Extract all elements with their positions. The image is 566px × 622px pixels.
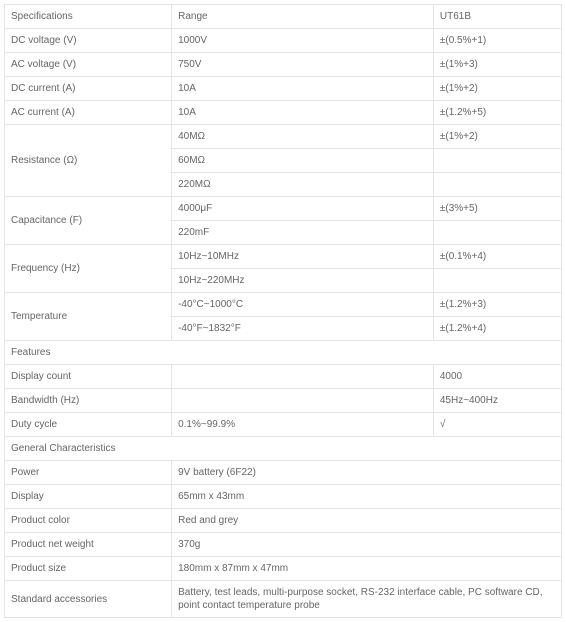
spec-name: Capacitance (F) [5,197,172,245]
feature-model: 45Hz~400Hz [433,389,561,413]
general-name: Display [5,485,172,509]
table-row: SpecificationsRangeUT61B [5,5,562,29]
spec-range: 220MΩ [172,173,434,197]
spec-range: 220mF [172,221,434,245]
feature-name: Bandwidth (Hz) [5,389,172,413]
feature-value [172,365,434,389]
table-row: General Characteristics [5,437,562,461]
spec-range: 1000V [172,29,434,53]
table-row: DC current (A)10A±(1%+2) [5,77,562,101]
general-name: Standard accessories [5,581,172,618]
spec-range: 750V [172,53,434,77]
spec-accuracy [433,269,561,293]
table-row: Product size180mm x 87mm x 47mm [5,557,562,581]
table-row: Display count 4000 [5,365,562,389]
spec-range: 10A [172,77,434,101]
general-name: Product size [5,557,172,581]
spec-accuracy: ±(1.2%+3) [433,293,561,317]
spec-accuracy [433,221,561,245]
table-row: Duty cycle0.1%~99.9%√ [5,413,562,437]
spec-range: 40MΩ [172,125,434,149]
general-value: 9V battery (6F22) [172,461,562,485]
spec-range: 4000μF [172,197,434,221]
table-row: AC current (A)10A±(1.2%+5) [5,101,562,125]
spec-range: 10A [172,101,434,125]
spec-accuracy: ±(1.2%+4) [433,317,561,341]
spec-accuracy: ±(1.2%+5) [433,101,561,125]
spec-accuracy [433,149,561,173]
spec-range: 10Hz~10MHz [172,245,434,269]
header-spec: Specifications [5,5,172,29]
spec-name: DC voltage (V) [5,29,172,53]
spec-range: -40°C~1000°C [172,293,434,317]
table-row: AC voltage (V)750V±(1%+3) [5,53,562,77]
section-features: Features [5,341,562,365]
table-row: Product net weight370g [5,533,562,557]
spec-name: Temperature [5,293,172,341]
general-value: Battery, test leads, multi-purpose socke… [172,581,562,618]
spec-name: Resistance (Ω) [5,125,172,197]
table-row: Bandwidth (Hz) 45Hz~400Hz [5,389,562,413]
feature-model: √ [433,413,561,437]
header-model: UT61B [433,5,561,29]
general-value: 65mm x 43mm [172,485,562,509]
table-row: Temperature-40°C~1000°C±(1.2%+3) [5,293,562,317]
spec-accuracy [433,173,561,197]
general-value: 370g [172,533,562,557]
spec-accuracy: ±(1%+3) [433,53,561,77]
header-range: Range [172,5,434,29]
table-row: Display65mm x 43mm [5,485,562,509]
general-name: Product net weight [5,533,172,557]
specs-table: SpecificationsRangeUT61BDC voltage (V)10… [4,4,562,618]
feature-name: Display count [5,365,172,389]
table-row: Standard accessoriesBattery, test leads,… [5,581,562,618]
table-row: Resistance (Ω)40MΩ±(1%+2) [5,125,562,149]
general-name: Product color [5,509,172,533]
spec-accuracy: ±(1%+2) [433,77,561,101]
feature-model: 4000 [433,365,561,389]
spec-name: AC current (A) [5,101,172,125]
spec-accuracy: ±(0.1%+4) [433,245,561,269]
table-row: Features [5,341,562,365]
spec-name: Frequency (Hz) [5,245,172,293]
spec-accuracy: ±(0.5%+1) [433,29,561,53]
general-name: Power [5,461,172,485]
table-row: Product colorRed and grey [5,509,562,533]
general-value: Red and grey [172,509,562,533]
spec-range: 10Hz~220MHz [172,269,434,293]
table-row: Frequency (Hz)10Hz~10MHz±(0.1%+4) [5,245,562,269]
spec-name: DC current (A) [5,77,172,101]
spec-range: -40°F~1832°F [172,317,434,341]
general-value: 180mm x 87mm x 47mm [172,557,562,581]
table-row: DC voltage (V)1000V±(0.5%+1) [5,29,562,53]
spec-name: AC voltage (V) [5,53,172,77]
spec-range: 60MΩ [172,149,434,173]
spec-accuracy: ±(1%+2) [433,125,561,149]
section-general: General Characteristics [5,437,562,461]
feature-name: Duty cycle [5,413,172,437]
spec-accuracy: ±(3%+5) [433,197,561,221]
table-row: Capacitance (F)4000μF±(3%+5) [5,197,562,221]
table-row: Power9V battery (6F22) [5,461,562,485]
feature-value: 0.1%~99.9% [172,413,434,437]
feature-value [172,389,434,413]
